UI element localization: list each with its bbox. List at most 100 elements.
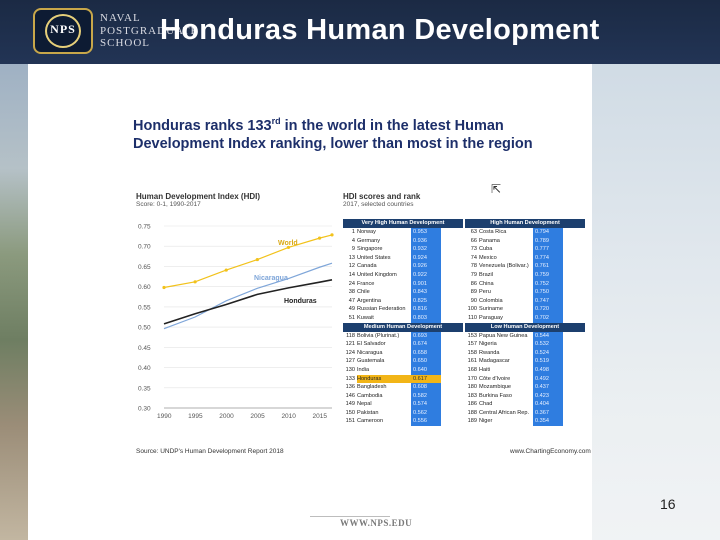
- value-cell: 0.750: [533, 288, 563, 297]
- rank-cell: 170: [465, 375, 479, 384]
- table-section-header: Medium Human Development Low Human Devel…: [343, 323, 585, 332]
- table-cell-group: 151 Cameroon 0.556: [343, 417, 463, 426]
- source-website: www.ChartingEconomy.com: [510, 448, 591, 455]
- country-cell: Costa Rica: [479, 228, 533, 237]
- country-cell: India: [357, 366, 411, 375]
- country-cell: Nepal: [357, 400, 411, 409]
- table-cell-group: 14 United Kingdom 0.922: [343, 271, 463, 280]
- bottom-rows: 118 Bolivia (Plurinat.) 0.693 153 Papua New …: [343, 332, 585, 427]
- headline-superscript: rd: [272, 116, 281, 126]
- value-cell: 0.674: [411, 340, 441, 349]
- rank-cell: 158: [465, 349, 479, 358]
- x-tick-label: 1990: [157, 413, 172, 420]
- world-data-point: [162, 286, 165, 289]
- table-row: 127 Guatemala 0.650 161 Madagascar 0.519: [343, 357, 585, 366]
- value-cell: 0.932: [411, 245, 441, 254]
- world-data-point: [330, 233, 333, 236]
- y-tick-label: 0.35: [138, 385, 151, 392]
- country-cell: Burkina Faso: [479, 392, 533, 401]
- table-row: 9 Singapore 0.932 73 Cuba 0.777: [343, 245, 585, 254]
- table-row: 38 Chile 0.843 89 Peru 0.750: [343, 288, 585, 297]
- value-cell: 0.404: [533, 400, 563, 409]
- table-row: 118 Bolivia (Plurinat.) 0.693 153 Papua New …: [343, 332, 585, 341]
- table-cell-group: 168 Haiti 0.498: [465, 366, 585, 375]
- rank-cell: 150: [343, 409, 357, 418]
- world-data-point: [318, 237, 321, 240]
- rank-cell: 136: [343, 383, 357, 392]
- table-cell-group: 89 Peru 0.750: [465, 288, 585, 297]
- table-cell-group: 124 Nicaragua 0.658: [343, 349, 463, 358]
- rank-cell: 186: [465, 400, 479, 409]
- value-cell: 0.574: [411, 400, 441, 409]
- country-cell: Panama: [479, 237, 533, 246]
- nps-logo: NPS: [33, 8, 93, 54]
- table-row: 49 Russian Federation 0.816 100 Suriname 0.72…: [343, 305, 585, 314]
- headline-part1: Honduras ranks 133: [133, 118, 272, 134]
- table-row: 146 Cambodia 0.582 183 Burkina Faso 0.423: [343, 392, 585, 401]
- table-cell-group: 51 Kuwait 0.803: [343, 314, 463, 323]
- table-cell-group: 186 Chad 0.404: [465, 400, 585, 409]
- table-cell-group: 146 Cambodia 0.582: [343, 392, 463, 401]
- rank-cell: 151: [343, 417, 357, 426]
- y-tick-label: 0.75: [138, 224, 151, 231]
- country-cell: Chile: [357, 288, 411, 297]
- value-cell: 0.803: [411, 314, 441, 323]
- rank-cell: 180: [465, 383, 479, 392]
- country-cell: Venezuela (Bolivar.): [479, 262, 533, 271]
- rank-cell: 130: [343, 366, 357, 375]
- rank-cell: 157: [465, 340, 479, 349]
- value-cell: 0.759: [533, 271, 563, 280]
- very-high-header: Very High Human Development: [343, 219, 463, 228]
- table-cell-group: 9 Singapore 0.932: [343, 245, 463, 254]
- value-cell: 0.423: [533, 392, 563, 401]
- series-label-world: World: [278, 240, 298, 247]
- slide-header: NPS NAVAL POSTGRADUATE SCHOOL Honduras H…: [0, 0, 720, 64]
- country-cell: Mozambique: [479, 383, 533, 392]
- country-cell: Mexico: [479, 254, 533, 263]
- value-cell: 0.794: [533, 228, 563, 237]
- x-tick-label: 2005: [250, 413, 265, 420]
- rank-cell: 13: [343, 254, 357, 263]
- series-label-honduras: Honduras: [284, 298, 317, 305]
- table-row: 47 Argentina 0.825 90 Colombia 0.747: [343, 297, 585, 306]
- value-cell: 0.367: [533, 409, 563, 418]
- table-row: 13 United States 0.924 74 Mexico 0.774: [343, 254, 585, 263]
- table-cell-group: 158 Rwanda 0.524: [465, 349, 585, 358]
- value-cell: 0.789: [533, 237, 563, 246]
- country-cell: France: [357, 280, 411, 289]
- rank-cell: 9: [343, 245, 357, 254]
- rank-cell: 124: [343, 349, 357, 358]
- table-cell-group: 189 Niger 0.354: [465, 417, 585, 426]
- y-tick-label: 0.60: [138, 284, 151, 291]
- rank-cell: 12: [343, 262, 357, 271]
- footer-divider: [310, 516, 390, 517]
- table-title: HDI scores and rank: [343, 192, 420, 201]
- rank-cell: 86: [465, 280, 479, 289]
- value-cell: 0.658: [411, 349, 441, 358]
- table-cell-group: 13 United States 0.924: [343, 254, 463, 263]
- value-cell: 0.524: [533, 349, 563, 358]
- world-data-point: [194, 280, 197, 283]
- value-cell: 0.774: [533, 254, 563, 263]
- table-cell-group: 12 Canada 0.926: [343, 262, 463, 271]
- table-cell-group: 74 Mexico 0.774: [465, 254, 585, 263]
- table-cell-group: 118 Bolivia (Plurinat.) 0.693: [343, 332, 463, 341]
- table-cell-group: 63 Costa Rica 0.794: [465, 228, 585, 237]
- country-cell: Peru: [479, 288, 533, 297]
- rank-cell: 183: [465, 392, 479, 401]
- table-row: 133 Honduras 0.617 170 Côte d'Ivoire 0.492: [343, 375, 585, 384]
- country-cell: Nigeria: [479, 340, 533, 349]
- y-tick-label: 0.50: [138, 325, 151, 332]
- table-row: 4 Germany 0.936 66 Panama 0.789: [343, 237, 585, 246]
- table-cell-group: 24 France 0.901: [343, 280, 463, 289]
- table-cell-group: 180 Mozambique 0.437: [465, 383, 585, 392]
- y-tick-label: 0.70: [138, 244, 151, 251]
- country-cell: Rwanda: [479, 349, 533, 358]
- country-cell: Kuwait: [357, 314, 411, 323]
- rank-cell: 121: [343, 340, 357, 349]
- value-cell: 0.437: [533, 383, 563, 392]
- table-cell-group: 133 Honduras 0.617: [343, 375, 463, 384]
- table-cell-group: 86 China 0.752: [465, 280, 585, 289]
- footer-url: WWW.NPS.EDU: [340, 518, 412, 528]
- chart-series: [162, 233, 333, 328]
